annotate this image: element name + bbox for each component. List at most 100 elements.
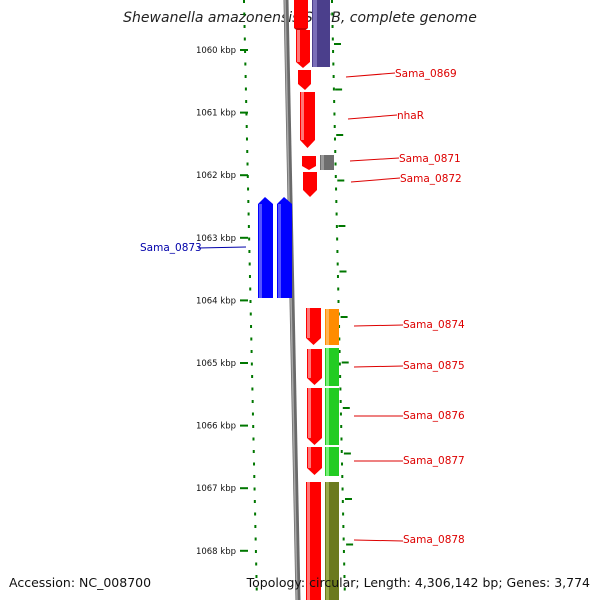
backbone xyxy=(283,0,301,600)
gene-labels: Sama_0869 nhaR Sama_0871 Sama_0872 Sama_… xyxy=(140,68,465,546)
gene-label-sama-0869[interactable]: Sama_0869 xyxy=(395,68,457,80)
track-dot xyxy=(337,287,340,291)
axis-dot xyxy=(250,325,253,328)
feature-green-block-1[interactable] xyxy=(325,348,339,386)
label-connectors xyxy=(197,72,404,542)
axis-dot xyxy=(254,550,257,553)
axis-tick-label: 1061 kbp xyxy=(196,109,236,119)
gene-label-sama-0871[interactable]: Sama_0871 xyxy=(399,153,461,165)
axis-dot xyxy=(251,387,254,391)
axis-dot xyxy=(254,525,257,528)
track-dot xyxy=(339,400,342,403)
axis-dot xyxy=(253,475,256,478)
axis-dot xyxy=(244,62,247,66)
track-dot xyxy=(338,350,341,353)
axis-dot xyxy=(247,225,250,228)
feature-tracks xyxy=(243,0,354,591)
axis-dot xyxy=(253,500,256,503)
axis-dot xyxy=(251,375,254,378)
gene-arrow-sama-0877[interactable] xyxy=(307,447,322,475)
track-dot xyxy=(333,112,336,116)
feature-purple-block[interactable] xyxy=(312,0,330,67)
track-dot xyxy=(335,225,338,228)
gene-arrow-red-1[interactable] xyxy=(296,30,310,68)
axis-tick-label: 1068 kbp xyxy=(196,547,236,557)
gene-arrow-sama-0875[interactable] xyxy=(307,349,322,385)
gene-label-sama-0873[interactable]: Sama_0873 xyxy=(140,242,202,254)
axis-dot xyxy=(250,350,253,353)
axis-tick-label: 1060 kbp xyxy=(196,46,236,56)
track-dot xyxy=(342,525,345,528)
axis-tick-label: 1067 kbp xyxy=(196,484,236,494)
gene-arrow-sama-0873-right[interactable] xyxy=(277,197,292,298)
track-dot xyxy=(342,537,345,541)
axis-dot xyxy=(248,250,251,253)
track-dot xyxy=(331,0,333,3)
track-dot xyxy=(340,437,343,441)
axis-dot xyxy=(248,237,251,241)
track-dot xyxy=(340,425,343,428)
track-dot xyxy=(339,387,342,391)
track-dot xyxy=(335,200,338,203)
axis-dot xyxy=(246,162,249,166)
feature-gray-block[interactable] xyxy=(320,155,334,170)
track-dot xyxy=(338,362,341,366)
axis-dot xyxy=(255,587,258,591)
axis-tick-label: 1066 kbp xyxy=(196,422,236,432)
gene-arrow-sama-0878[interactable] xyxy=(306,482,321,600)
axis-dot xyxy=(246,175,249,178)
gene-label-sama-0872[interactable]: Sama_0872 xyxy=(400,173,462,185)
track-dot xyxy=(334,175,337,178)
gene-label-sama-0874[interactable]: Sama_0874 xyxy=(403,319,465,331)
feature-green-block-3[interactable] xyxy=(325,447,339,476)
track-dot xyxy=(336,262,339,266)
track-dot xyxy=(336,250,339,253)
track-dot xyxy=(332,87,335,91)
axis-dot xyxy=(245,112,248,116)
track-dot xyxy=(338,325,341,328)
gene-arrow-sama-0874[interactable] xyxy=(306,308,321,345)
gene-label-nhar[interactable]: nhaR xyxy=(397,110,424,122)
feature-orange-block[interactable] xyxy=(325,309,339,345)
axis-dot xyxy=(252,425,255,428)
track-dot xyxy=(341,475,344,478)
gene-label-sama-0876[interactable]: Sama_0876 xyxy=(403,410,465,422)
track-dot xyxy=(332,75,335,78)
gene-arrow-nhaR[interactable] xyxy=(300,92,315,148)
axis-tick-label: 1065 kbp xyxy=(196,359,236,369)
track-dot xyxy=(343,562,346,566)
gene-arrow-sama-0871[interactable] xyxy=(302,156,316,170)
track-dot xyxy=(339,375,342,378)
track-dot xyxy=(335,212,338,216)
axis-dot xyxy=(253,487,256,491)
topology-text: Topology: circular; Length: 4,306,142 bp… xyxy=(246,575,590,590)
feature-green-block-2[interactable] xyxy=(325,388,339,445)
gene-arrow-sama-0876[interactable] xyxy=(307,388,322,445)
track-dot xyxy=(341,487,344,491)
gene-label-sama-0877[interactable]: Sama_0877 xyxy=(403,455,465,467)
feature-olive-block[interactable] xyxy=(325,482,339,600)
track-dot xyxy=(340,450,343,453)
gene-arrow-sama-0873-left[interactable] xyxy=(258,197,273,298)
axis-dot xyxy=(243,0,245,3)
axis-dot xyxy=(244,50,247,53)
gene-label-sama-0875[interactable]: Sama_0875 xyxy=(403,360,465,372)
track-dot xyxy=(337,300,340,303)
gene-arrow-red-2[interactable] xyxy=(298,70,311,90)
track-dot xyxy=(334,162,337,166)
gene-label-sama-0878[interactable]: Sama_0878 xyxy=(403,534,465,546)
axis-dot xyxy=(250,362,253,366)
track-dot xyxy=(342,550,345,553)
gene-arrow-sama-0872[interactable] xyxy=(303,172,317,197)
track-dot xyxy=(331,37,334,41)
axis-dot xyxy=(255,575,258,578)
track-dot xyxy=(338,337,341,341)
axis-dot xyxy=(252,437,255,441)
axis-dot xyxy=(249,300,252,303)
track-dot xyxy=(333,125,336,128)
track-dot xyxy=(336,275,339,278)
gene-arrow-top-partial[interactable] xyxy=(294,0,308,34)
axis-dot xyxy=(247,200,250,203)
track-dot xyxy=(333,100,336,103)
